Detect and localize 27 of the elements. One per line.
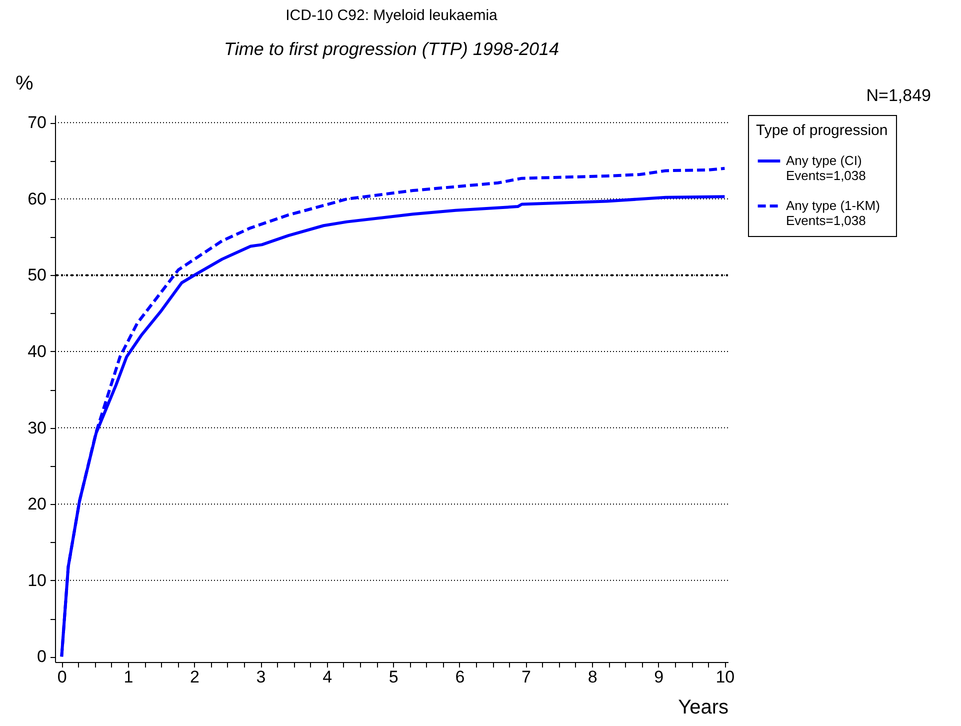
y-tick-label: 40	[28, 342, 46, 361]
x-tick-label: 7	[522, 668, 532, 686]
x-tick-label: 10	[716, 668, 735, 686]
y-tick-label: 10	[28, 570, 46, 590]
chart-title: ICD-10 C92: Myeloid leukaemia	[286, 7, 498, 24]
y-tick-label: 60	[28, 189, 46, 208]
chart-subtitle: Time to first progression (TTP) 1998-2014	[224, 39, 559, 59]
x-tick-label: 9	[654, 668, 664, 686]
x-tick-label: 2	[190, 668, 200, 686]
y-tick-label: 20	[28, 494, 46, 514]
text: N=1,849	[866, 86, 931, 105]
y-tick-label: 30	[28, 418, 46, 438]
y-tick-label: 70	[28, 113, 46, 132]
legend-title: Type of progression	[756, 122, 888, 139]
x-tick-label: 3	[256, 668, 266, 686]
legend-label: Any type (1-KM) Events=1,038	[786, 198, 880, 228]
x-tick-label: 8	[588, 668, 598, 686]
x-tick-label: 0	[57, 668, 67, 686]
y-axis-title: %	[16, 72, 34, 94]
x-tick-label: 6	[455, 668, 465, 686]
x-tick-label: 1	[124, 668, 134, 686]
y-tick-label: 0	[37, 647, 46, 666]
x-tick-label: 5	[388, 668, 398, 686]
y-tick-label: 50	[28, 266, 46, 285]
x-axis-title: Years	[678, 696, 728, 718]
x-tick-label: 4	[322, 668, 332, 686]
legend-label: Any type (CI) Events=1,038	[786, 153, 866, 183]
